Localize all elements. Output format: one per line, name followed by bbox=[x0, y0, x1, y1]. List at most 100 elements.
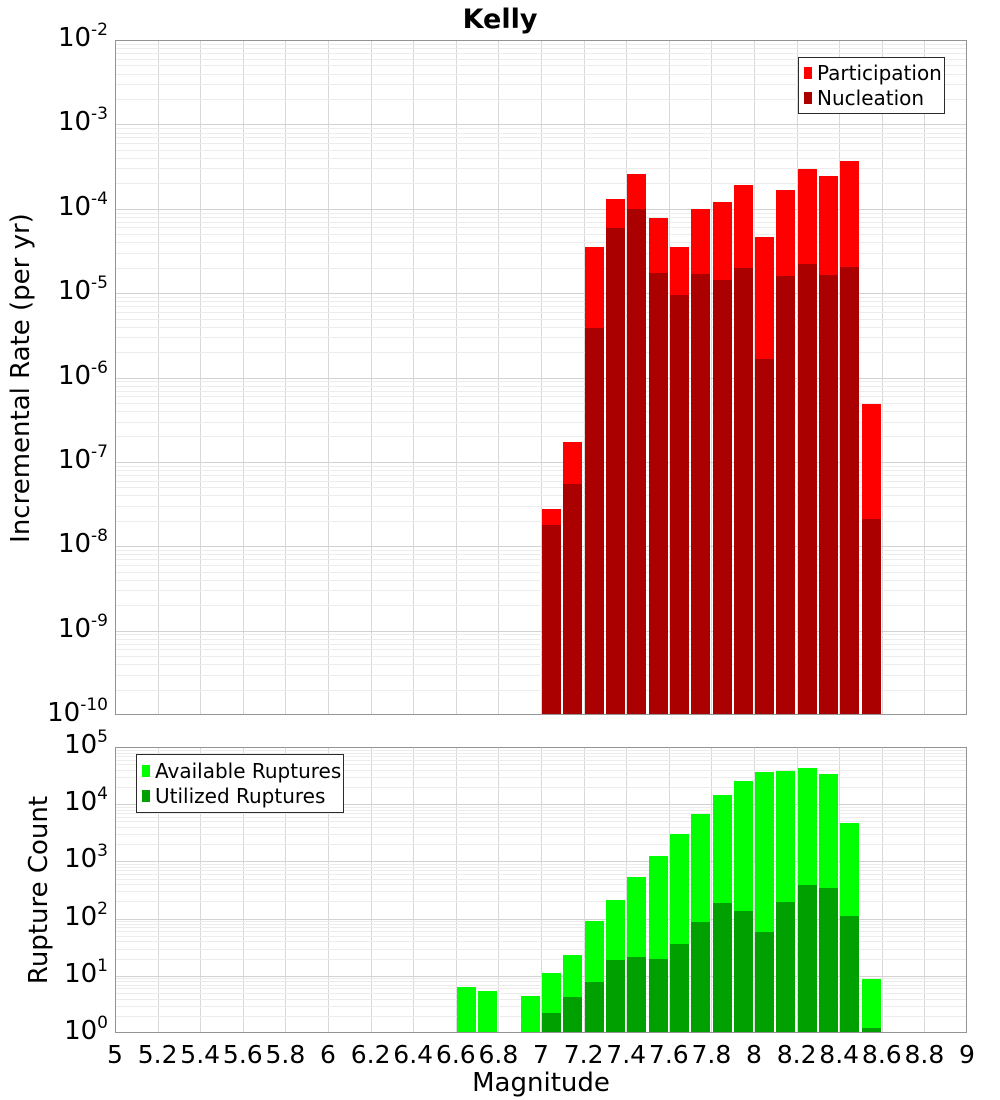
x-tick-label: 7.2 bbox=[563, 1040, 604, 1069]
gridline-major bbox=[115, 546, 967, 548]
y-tick-label: 105 bbox=[64, 727, 108, 760]
y-tick-label: 10-8 bbox=[57, 526, 108, 560]
gridline-major bbox=[115, 208, 967, 210]
gridline-minor bbox=[115, 813, 967, 815]
utilized-bar bbox=[691, 922, 711, 1033]
gridline-major bbox=[115, 630, 967, 632]
gridline-minor bbox=[115, 764, 967, 766]
legend-item-utilized-ruptures: Utilized Ruptures bbox=[142, 784, 338, 810]
nucleation-bar bbox=[819, 274, 839, 715]
gridline-major bbox=[115, 124, 967, 126]
y-tick-label: 10-10 bbox=[47, 695, 108, 728]
gridline-minor bbox=[115, 643, 967, 645]
gridline-vertical bbox=[881, 747, 883, 1033]
gridline-vertical bbox=[668, 747, 670, 1033]
gridline-minor bbox=[115, 58, 967, 60]
nucleation-bar bbox=[584, 327, 604, 715]
legend-item-nucleation: Nucleation bbox=[804, 86, 939, 111]
top-legend: Participation Nucleation bbox=[798, 57, 945, 114]
gridline-minor bbox=[115, 381, 967, 383]
gridline-minor bbox=[115, 487, 967, 489]
x-tick-label: 6 bbox=[320, 1040, 336, 1069]
nucleation-swatch-icon bbox=[804, 91, 812, 104]
gridline-minor bbox=[115, 931, 967, 933]
gridline-vertical bbox=[583, 747, 585, 1033]
gridline-minor bbox=[115, 844, 967, 846]
gridline-minor bbox=[115, 752, 967, 754]
gridline-minor bbox=[115, 806, 967, 808]
gridline-major bbox=[115, 377, 967, 379]
gridline-minor bbox=[115, 470, 967, 472]
gridline-minor bbox=[115, 234, 967, 236]
utilized-bar bbox=[797, 885, 817, 1033]
x-tick-label: 8.8 bbox=[904, 1040, 945, 1069]
x-axis-label: Magnitude bbox=[472, 1068, 610, 1098]
gridline-minor bbox=[115, 901, 967, 903]
gridline-minor bbox=[115, 385, 967, 387]
available-bar bbox=[456, 986, 476, 1033]
gridline-minor bbox=[115, 1015, 967, 1017]
gridline-major bbox=[115, 918, 967, 920]
nucleation-bar bbox=[712, 279, 732, 715]
utilized-bar bbox=[819, 887, 839, 1033]
gridline-minor bbox=[115, 252, 967, 254]
gridline-vertical bbox=[711, 747, 713, 1033]
gridline-minor bbox=[115, 550, 967, 552]
gridline-major bbox=[115, 861, 967, 863]
nucleation-bar bbox=[776, 275, 796, 715]
top-plot-area bbox=[115, 40, 967, 715]
chart-title: Kelly bbox=[462, 4, 538, 35]
x-tick-label: 8.4 bbox=[819, 1040, 860, 1069]
gridline-minor bbox=[115, 870, 967, 872]
gridline-vertical bbox=[328, 747, 329, 1033]
gridline-vertical bbox=[924, 747, 926, 1033]
gridline-minor bbox=[115, 296, 967, 298]
x-tick-label: 9 bbox=[959, 1040, 975, 1069]
gridline-minor bbox=[115, 579, 967, 581]
available-bar bbox=[861, 978, 881, 1033]
utilized-bar bbox=[755, 932, 775, 1033]
utilized-bar bbox=[669, 943, 689, 1033]
gridline-minor bbox=[115, 183, 967, 185]
gridline-minor bbox=[115, 53, 967, 55]
gridline-minor bbox=[115, 267, 967, 269]
gridline-minor bbox=[115, 590, 967, 592]
gridline-vertical bbox=[498, 747, 500, 1033]
gridline-minor bbox=[115, 864, 967, 866]
y-tick-label: 102 bbox=[64, 898, 108, 932]
gridline-minor bbox=[115, 48, 967, 50]
gridline-minor bbox=[115, 921, 967, 923]
utilized-bar bbox=[542, 1013, 562, 1033]
gridline-minor bbox=[115, 656, 967, 658]
gridline-minor bbox=[115, 776, 967, 778]
gridline-vertical bbox=[370, 747, 372, 1033]
gridline-minor bbox=[115, 571, 967, 573]
gridline-minor bbox=[115, 554, 967, 556]
gridline-minor bbox=[115, 866, 967, 868]
gridline-minor bbox=[115, 998, 967, 1000]
gridline-vertical bbox=[242, 747, 244, 1033]
nucleation-bar bbox=[840, 266, 860, 715]
gridline-minor bbox=[115, 826, 967, 828]
gridline-vertical bbox=[754, 747, 755, 1033]
legend-label: Available Ruptures bbox=[155, 758, 342, 783]
gridline-minor bbox=[115, 505, 967, 507]
gridline-minor bbox=[115, 421, 967, 423]
x-tick-label: 7.8 bbox=[691, 1040, 732, 1069]
nucleation-bar bbox=[669, 295, 689, 715]
x-tick-label: 7.4 bbox=[606, 1040, 647, 1069]
gridline-vertical bbox=[413, 747, 415, 1033]
gridline-minor bbox=[115, 984, 967, 986]
utilized-bar bbox=[840, 916, 860, 1033]
gridline-minor bbox=[115, 396, 967, 398]
y-tick-label: 10-4 bbox=[57, 188, 108, 222]
gridline-minor bbox=[115, 993, 967, 995]
gridline-minor bbox=[115, 638, 967, 640]
gridline-minor bbox=[115, 137, 967, 139]
gridline-minor bbox=[115, 157, 967, 159]
gridline-minor bbox=[115, 924, 967, 926]
gridline-minor bbox=[115, 874, 967, 876]
gridline-minor bbox=[115, 326, 967, 328]
gridline-minor bbox=[115, 749, 967, 751]
gridline-minor bbox=[115, 634, 967, 636]
